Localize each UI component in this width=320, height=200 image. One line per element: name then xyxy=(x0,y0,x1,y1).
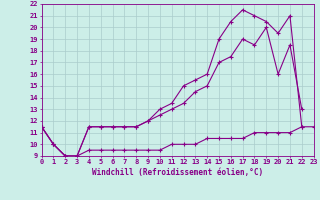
X-axis label: Windchill (Refroidissement éolien,°C): Windchill (Refroidissement éolien,°C) xyxy=(92,168,263,177)
